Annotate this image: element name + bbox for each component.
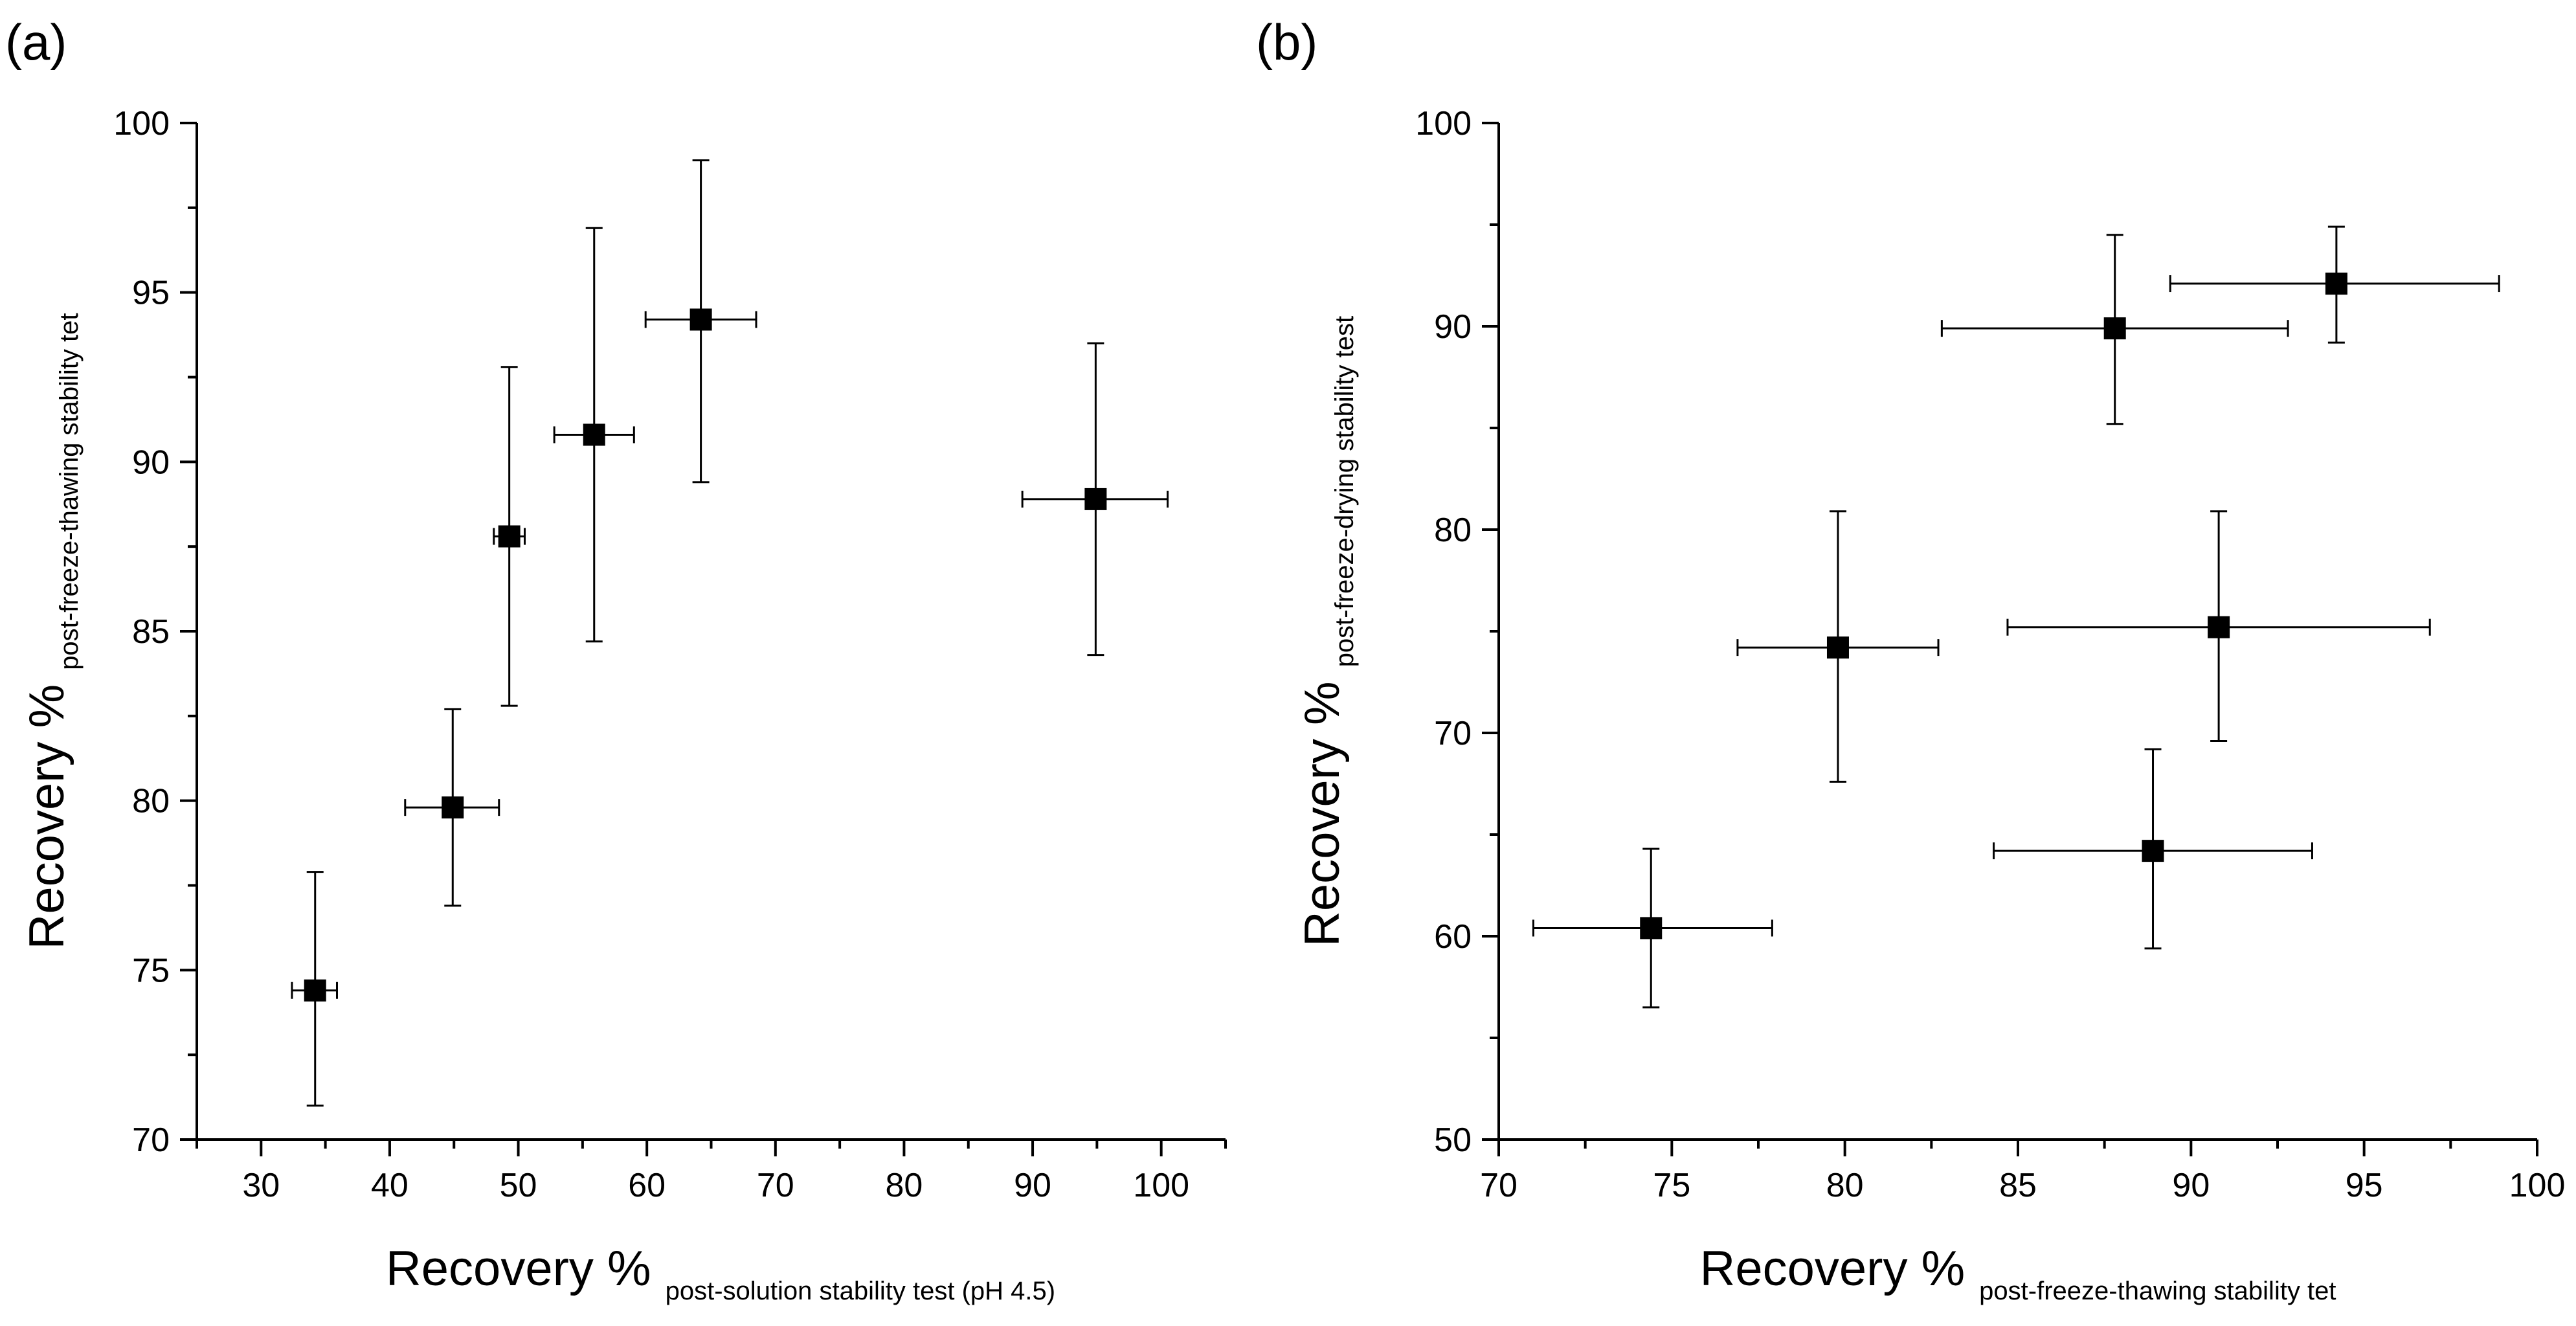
panel-b-data-point-2: [1826, 636, 1849, 659]
panel-b-data-point-4: [2208, 616, 2230, 638]
panel-a-x-tick-labels: 30 40 50 60 70 80 90 100: [242, 1167, 1189, 1204]
panel-a-error-bars: [291, 159, 1169, 1107]
panel-a-data-point-6: [1084, 488, 1107, 510]
panel-b-y-tick-label: 80: [1434, 511, 1472, 549]
panel-a-x-tick-label: 70: [757, 1167, 794, 1204]
panel-b-y-tick-label: 90: [1434, 308, 1472, 346]
panel-b-y-tick-label: 50: [1434, 1121, 1472, 1159]
panel-b-x-axis-title-sub: post-freeze-thawing stability tet: [1979, 1277, 2336, 1305]
panel-b-ticks: [1482, 122, 2538, 1156]
panel-b-x-tick-label: 70: [1480, 1167, 1518, 1204]
panel-a-y-tick-labels: 70 75 80 85 90 95 100: [113, 105, 170, 1159]
panel-a-y-tick-label: 85: [132, 613, 170, 651]
panel-a-x-tick-label: 90: [1014, 1167, 1051, 1204]
panel-a-x-tick-label: 40: [371, 1167, 409, 1204]
panel-a-x-tick-label: 30: [242, 1167, 280, 1204]
panel-a-y-axis-title: Recovery % post-freeze-thawing stability …: [19, 313, 84, 949]
panel-a-data-point-5: [689, 308, 712, 331]
panel-a-y-axis-title-sub: post-freeze-thawing stability tet: [55, 313, 84, 669]
panel-b-x-tick-label: 95: [2346, 1167, 2383, 1204]
panel-b-x-axis-title: Recovery % post-freeze-thawing stability …: [1699, 1241, 2336, 1305]
panel-a-data-point-4: [583, 423, 605, 446]
panel-a-y-tick-label: 75: [132, 952, 170, 989]
panel-b-x-tick-label: 100: [2509, 1167, 2566, 1204]
panel-a-y-tick-label: 100: [113, 105, 170, 142]
panel-a-x-tick-label: 100: [1133, 1167, 1189, 1204]
panel-a-markers: [304, 308, 1107, 1002]
panel-b-x-tick-label: 90: [2172, 1167, 2210, 1204]
panel-a: (a) 30 40 50 60 70 80 90 100 70 75 80 85 90 95 100 Re…: [5, 14, 1227, 1305]
panel-a-x-tick-label: 60: [628, 1167, 666, 1204]
panel-b-x-tick-label: 80: [1826, 1167, 1864, 1204]
panel-a-ticks: [180, 122, 1227, 1156]
panel-b-x-tick-label: 85: [1999, 1167, 2037, 1204]
panel-b-x-tick-labels: 70 75 80 85 90 95 100: [1480, 1167, 2565, 1204]
panel-b-y-tick-label: 100: [1415, 105, 1472, 142]
panel-a-y-axis-title-main: Recovery %: [19, 684, 74, 950]
panel-b-data-point-3: [2103, 317, 2126, 340]
panel-a-y-tick-label: 90: [132, 444, 170, 481]
panel-b-y-axis-title: Recovery % post-freeze-drying stability t…: [1295, 316, 1359, 947]
panel-b-y-tick-label: 60: [1434, 918, 1472, 956]
panel-b-y-axis-title-sub: post-freeze-drying stability test: [1330, 316, 1359, 667]
panel-a-x-axis-title-main: Recovery %: [386, 1241, 651, 1296]
panel-a-data-point-1: [304, 979, 326, 1002]
panel-b-error-bars: [1532, 225, 2500, 1009]
panel-a-x-axis-title: Recovery % post-solution stability test (…: [386, 1241, 1055, 1305]
panel-a-x-tick-label: 80: [886, 1167, 923, 1204]
panel-b: (b) 70 75 80 85 90 95 100 50 60 70 80 90 100 Recove…: [1256, 14, 2565, 1305]
panel-b-data-point-6: [2325, 273, 2347, 295]
panel-b-x-axis-title-main: Recovery %: [1699, 1241, 1965, 1296]
panel-b-x-tick-label: 75: [1653, 1167, 1690, 1204]
panel-b-label: (b): [1256, 14, 1317, 71]
panel-b-data-point-5: [2142, 840, 2164, 862]
panel-a-data-point-3: [498, 525, 521, 548]
panel-a-y-tick-label: 80: [132, 783, 170, 820]
panel-a-x-tick-label: 50: [500, 1167, 537, 1204]
panel-b-data-point-1: [1640, 917, 1663, 939]
panel-a-data-point-2: [442, 796, 464, 819]
panel-a-label: (a): [5, 14, 67, 71]
panel-a-y-tick-label: 70: [132, 1121, 170, 1159]
panel-b-y-tick-label: 70: [1434, 715, 1472, 752]
panel-b-y-tick-labels: 50 60 70 80 90 100: [1415, 105, 1472, 1159]
panel-a-y-tick-label: 95: [132, 275, 170, 312]
panel-a-x-axis-title-sub: post-solution stability test (pH 4.5): [666, 1277, 1055, 1305]
panel-b-y-axis-title-main: Recovery %: [1295, 681, 1350, 947]
panel-b-markers: [1640, 273, 2347, 939]
